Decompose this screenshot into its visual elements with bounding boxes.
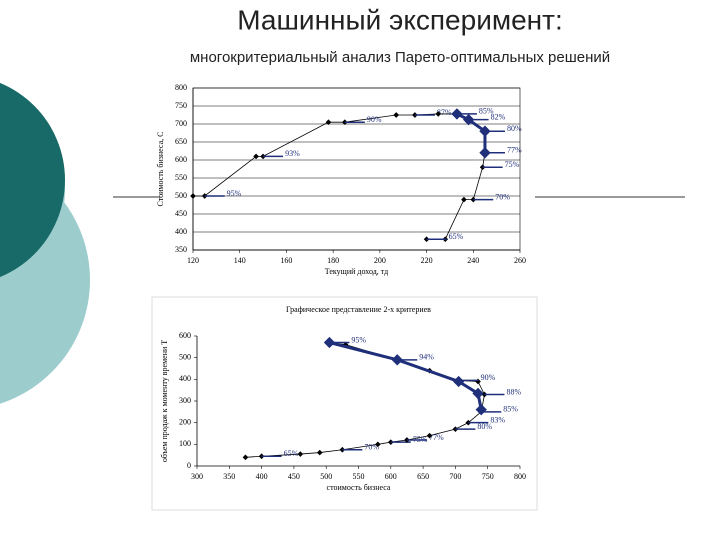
point-label: 85% <box>503 405 518 414</box>
series-line <box>193 113 486 240</box>
chart-panel <box>151 296 538 511</box>
point <box>426 432 433 439</box>
point-label: 75% <box>505 160 520 169</box>
point-label: 80% <box>507 124 522 133</box>
point-label: 80% <box>477 422 492 431</box>
x-tick-label: 650 <box>417 472 429 481</box>
y-tick-label: 800 <box>175 83 187 92</box>
point <box>190 193 196 199</box>
y-tick-label: 600 <box>175 155 187 164</box>
point-label: 90% <box>367 115 382 124</box>
plot-frame <box>192 87 521 251</box>
y-axis-label: объем продаж к моменту времени Т <box>160 340 169 462</box>
x-tick-label: 120 <box>187 256 199 265</box>
x-tick-label: 500 <box>320 472 332 481</box>
decor-circle <box>0 82 65 278</box>
point <box>297 451 304 457</box>
point <box>325 119 332 126</box>
point-label: 77% <box>507 146 522 155</box>
x-tick-label: 160 <box>280 256 292 265</box>
x-tick-label: 200 <box>374 256 386 265</box>
x-axis-label: Текущий доход, тд <box>325 267 389 276</box>
point-label: 94% <box>419 353 434 362</box>
y-tick-label: 450 <box>175 209 187 218</box>
point-label: 95% <box>227 189 242 198</box>
point-label: 88% <box>506 387 521 396</box>
x-tick-label: 240 <box>467 256 479 265</box>
point <box>316 449 323 456</box>
y-tick-label: 600 <box>179 331 191 340</box>
x-tick-label: 350 <box>223 472 235 481</box>
point <box>472 387 484 400</box>
slide-subtitle: многокритериальный анализ Парето-оптимал… <box>190 49 610 66</box>
y-tick-label: 550 <box>175 173 187 182</box>
point <box>323 336 336 349</box>
point <box>391 354 403 366</box>
x-tick-label: 220 <box>421 256 433 265</box>
x-tick-label: 140 <box>234 256 246 265</box>
point-label: 85% <box>479 107 494 116</box>
point <box>451 108 463 120</box>
point <box>435 111 442 117</box>
x-tick-label: 750 <box>482 472 494 481</box>
y-tick-label: 200 <box>179 417 191 426</box>
point-label: 77% <box>429 433 444 442</box>
y-tick-label: 300 <box>179 396 191 405</box>
y-tick-label: 350 <box>175 245 187 254</box>
point-label: 65% <box>449 232 464 241</box>
point <box>461 196 467 203</box>
x-tick-label: 260 <box>514 256 526 265</box>
x-tick-label: 400 <box>256 472 268 481</box>
x-tick-label: 300 <box>191 472 203 481</box>
y-axis-label: Стоимость бизнеса, С <box>156 132 165 207</box>
x-tick-label: 700 <box>449 472 461 481</box>
point <box>475 404 487 416</box>
y-tick-label: 400 <box>179 374 191 383</box>
y-tick-label: 100 <box>179 439 191 448</box>
series-line <box>456 112 487 153</box>
point-label: 65% <box>284 449 299 458</box>
x-tick-label: 450 <box>288 472 300 481</box>
point <box>375 441 381 448</box>
y-tick-label: 700 <box>175 119 187 128</box>
point-label: 87% <box>437 108 452 117</box>
point <box>242 454 249 461</box>
point <box>393 112 400 118</box>
x-tick-label: 600 <box>385 472 397 481</box>
x-axis-label: стоимость бизнеса <box>327 483 391 492</box>
point-label: 70% <box>495 192 510 201</box>
chart-title: Графическое представление 2-х критериев <box>286 305 431 314</box>
slide-title: Машинный эксперимент: <box>237 4 562 35</box>
y-tick-label: 650 <box>175 137 187 146</box>
x-tick-label: 180 <box>327 256 339 265</box>
y-tick-label: 750 <box>175 101 187 110</box>
point <box>479 147 491 159</box>
point-label: 83% <box>490 415 505 424</box>
x-tick-label: 550 <box>353 472 365 481</box>
y-tick-label: 500 <box>175 191 187 200</box>
point-label: 93% <box>285 149 300 158</box>
point-label: 70% <box>364 443 379 452</box>
y-tick-label: 400 <box>175 227 187 236</box>
point-label: 82% <box>491 113 506 122</box>
point-label: 95% <box>351 335 366 344</box>
x-tick-label: 800 <box>514 472 526 481</box>
y-tick-label: 0 <box>187 461 191 470</box>
point-label: 90% <box>481 373 496 382</box>
point <box>452 375 465 388</box>
y-tick-label: 500 <box>179 352 191 361</box>
